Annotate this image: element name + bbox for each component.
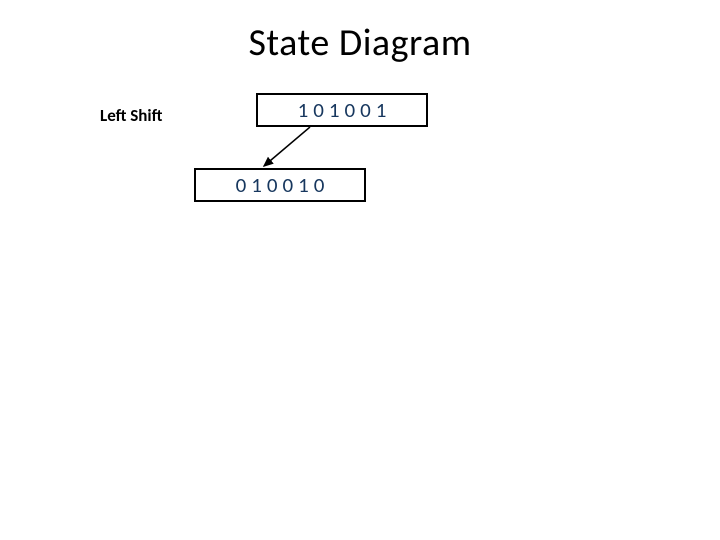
state-box-bottom: 010010 [194, 168, 366, 202]
state-box-bottom-value: 010010 [236, 172, 330, 198]
transition-arrow [0, 0, 720, 540]
